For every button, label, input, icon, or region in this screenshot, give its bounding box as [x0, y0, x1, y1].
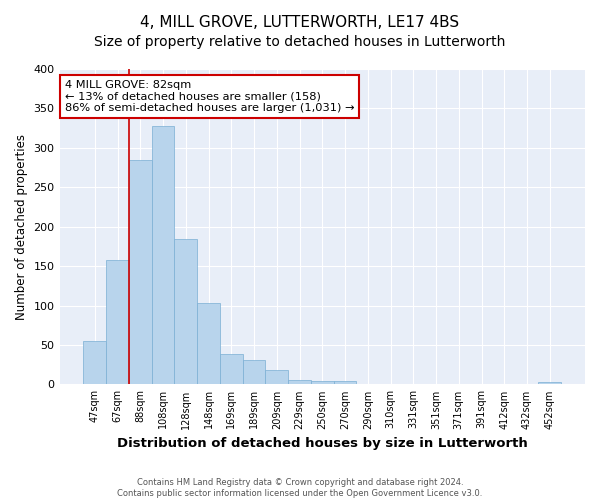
- Bar: [220, 354, 242, 384]
- Bar: [175, 238, 197, 384]
- Text: Contains HM Land Registry data © Crown copyright and database right 2024.
Contai: Contains HM Land Registry data © Crown c…: [118, 478, 482, 498]
- Text: Size of property relative to detached houses in Lutterworth: Size of property relative to detached ho…: [94, 35, 506, 49]
- Bar: [311, 382, 334, 384]
- Y-axis label: Number of detached properties: Number of detached properties: [15, 134, 28, 320]
- Bar: [197, 303, 220, 384]
- Bar: [129, 160, 152, 384]
- Bar: [334, 382, 356, 384]
- Bar: [538, 382, 561, 384]
- Bar: [152, 126, 175, 384]
- Bar: [265, 370, 288, 384]
- Text: 4, MILL GROVE, LUTTERWORTH, LE17 4BS: 4, MILL GROVE, LUTTERWORTH, LE17 4BS: [140, 15, 460, 30]
- Bar: [288, 380, 311, 384]
- Text: 4 MILL GROVE: 82sqm
← 13% of detached houses are smaller (158)
86% of semi-detac: 4 MILL GROVE: 82sqm ← 13% of detached ho…: [65, 80, 354, 113]
- X-axis label: Distribution of detached houses by size in Lutterworth: Distribution of detached houses by size …: [117, 437, 527, 450]
- Bar: [242, 360, 265, 384]
- Bar: [106, 260, 129, 384]
- Bar: [83, 341, 106, 384]
